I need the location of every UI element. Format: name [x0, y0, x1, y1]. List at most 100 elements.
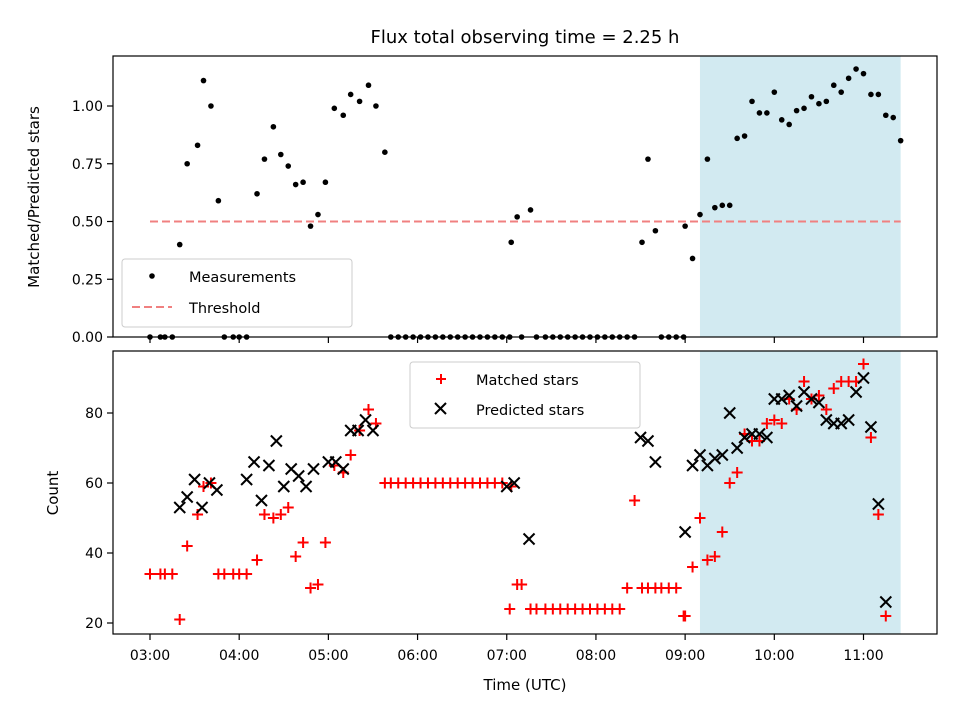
matched-star-point	[798, 376, 810, 387]
measurement-point	[726, 202, 733, 209]
measurement-point	[652, 227, 659, 234]
matched-star-point	[828, 383, 840, 394]
measurement-point	[322, 179, 329, 186]
measurement-point	[689, 255, 696, 262]
predicted-star-point	[255, 494, 268, 507]
matched-star-point	[709, 551, 721, 562]
measurement-point	[176, 241, 183, 248]
measurement-point	[270, 123, 277, 130]
matched-star-point	[761, 418, 773, 429]
measurement-point	[261, 156, 268, 162]
measurement-point	[340, 112, 347, 119]
matched-stars-points	[144, 358, 892, 625]
top-legend-box	[121, 258, 353, 328]
predicted-star-point	[782, 389, 796, 402]
matched-star-point	[345, 449, 357, 461]
x-tick-label: 05:00	[308, 648, 348, 664]
top-y-tick-label: 0.75	[72, 157, 103, 173]
chart-title: Flux total observing time = 2.25 h	[371, 27, 680, 48]
measurement-point	[278, 151, 284, 158]
top-shaded-region	[699, 56, 901, 337]
predicted-star-point	[775, 392, 788, 406]
matched-star-point	[251, 554, 263, 566]
predicted-star-point	[173, 501, 186, 514]
matched-star-point	[694, 512, 706, 524]
bottom-y-tick-label: 80	[85, 406, 103, 422]
measurement-point	[639, 239, 645, 246]
measurement-point	[300, 179, 306, 186]
measurement-point	[830, 82, 837, 89]
matched-star-point	[724, 477, 736, 489]
predicted-star-point	[678, 525, 692, 539]
predicted-star-point	[522, 532, 536, 546]
measurement-point	[823, 98, 830, 105]
predicted-star-point	[180, 490, 194, 504]
predicted-star-point	[872, 497, 885, 511]
measurement-point	[194, 142, 201, 149]
predicted-star-point	[790, 399, 803, 413]
predicted-star-point	[864, 420, 878, 434]
predicted-star-point	[753, 427, 766, 441]
measurement-point	[786, 121, 792, 128]
measurement-point	[508, 239, 515, 246]
x-tick-label: 07:00	[487, 648, 527, 664]
predicted-star-point	[359, 413, 372, 427]
legend-predicted-label: Predicted stars	[476, 403, 584, 419]
measurement-point	[853, 66, 859, 72]
matched-star-point	[516, 579, 528, 590]
predicted-star-point	[277, 480, 290, 493]
predicted-star-point	[805, 392, 818, 406]
predicted-star-point	[292, 469, 305, 483]
predicted-star-point	[686, 459, 699, 472]
predicted-star-point	[708, 452, 722, 465]
matched-star-point	[865, 432, 877, 443]
predicted-star-point	[834, 417, 848, 430]
measurement-point	[875, 91, 882, 98]
measurement-point	[764, 110, 770, 116]
measurement-point	[514, 214, 520, 220]
legend-measurements-marker	[149, 273, 155, 279]
predicted-star-point	[270, 434, 283, 448]
x-tick-label: 03:00	[130, 648, 170, 664]
measurement-point	[890, 114, 897, 121]
predicted-star-point	[716, 448, 729, 462]
measurement-point	[682, 223, 688, 229]
predicted-star-point	[879, 595, 893, 609]
predicted-star-point	[760, 431, 774, 444]
predicted-star-point	[299, 480, 313, 493]
bottom-y-tick-label: 20	[85, 616, 103, 632]
measurement-point	[331, 105, 338, 112]
predicted-star-point	[641, 434, 655, 448]
top-y-tick-label: 0.50	[72, 215, 103, 231]
measurement-point	[365, 82, 372, 89]
measurement-point	[756, 110, 763, 116]
legend-measurements-label: Measurements	[189, 270, 296, 286]
measurement-point	[712, 204, 718, 211]
matched-star-point	[614, 603, 626, 615]
predicted-star-point	[849, 385, 863, 399]
matched-star-point	[776, 418, 788, 429]
legend-matched-marker	[436, 374, 446, 384]
measurement-point	[741, 133, 748, 139]
measurement-point	[373, 103, 379, 109]
matched-star-point	[258, 509, 270, 520]
legend-matched-label: Matched stars	[476, 373, 579, 389]
predicted-star-point	[262, 459, 276, 472]
measurement-point	[778, 117, 785, 123]
bottom-y-axis-title: Count	[44, 471, 62, 516]
top-legend: Measurements Threshold	[121, 258, 353, 328]
top-plot-frame	[112, 55, 938, 338]
legend-threshold-label: Threshold	[188, 301, 260, 317]
measurement-point	[200, 77, 207, 84]
predicted-star-point	[649, 455, 662, 469]
matched-star-point	[679, 610, 691, 622]
measurement-point	[749, 98, 755, 105]
predicted-star-point	[842, 413, 855, 427]
top-y-tick-label: 1.00	[72, 99, 103, 115]
x-tick-label: 10:00	[754, 648, 794, 664]
measurement-point	[816, 100, 822, 107]
bottom-plot-frame	[112, 350, 938, 635]
matched-star-point	[858, 358, 869, 370]
predicted-stars-points	[173, 371, 893, 609]
